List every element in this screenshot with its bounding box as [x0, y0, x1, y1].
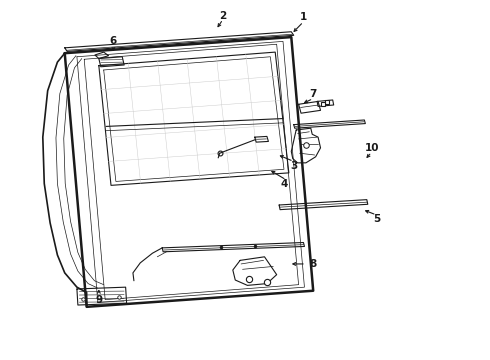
Text: 8: 8 — [310, 259, 317, 269]
Text: 3: 3 — [290, 161, 297, 171]
Text: 6: 6 — [110, 36, 117, 46]
Text: 5: 5 — [373, 214, 380, 224]
Text: 2: 2 — [220, 11, 227, 21]
Text: 4: 4 — [280, 179, 288, 189]
Text: 1: 1 — [300, 13, 307, 22]
Text: 7: 7 — [310, 89, 317, 99]
Text: 10: 10 — [365, 143, 379, 153]
Text: 9: 9 — [95, 295, 102, 305]
